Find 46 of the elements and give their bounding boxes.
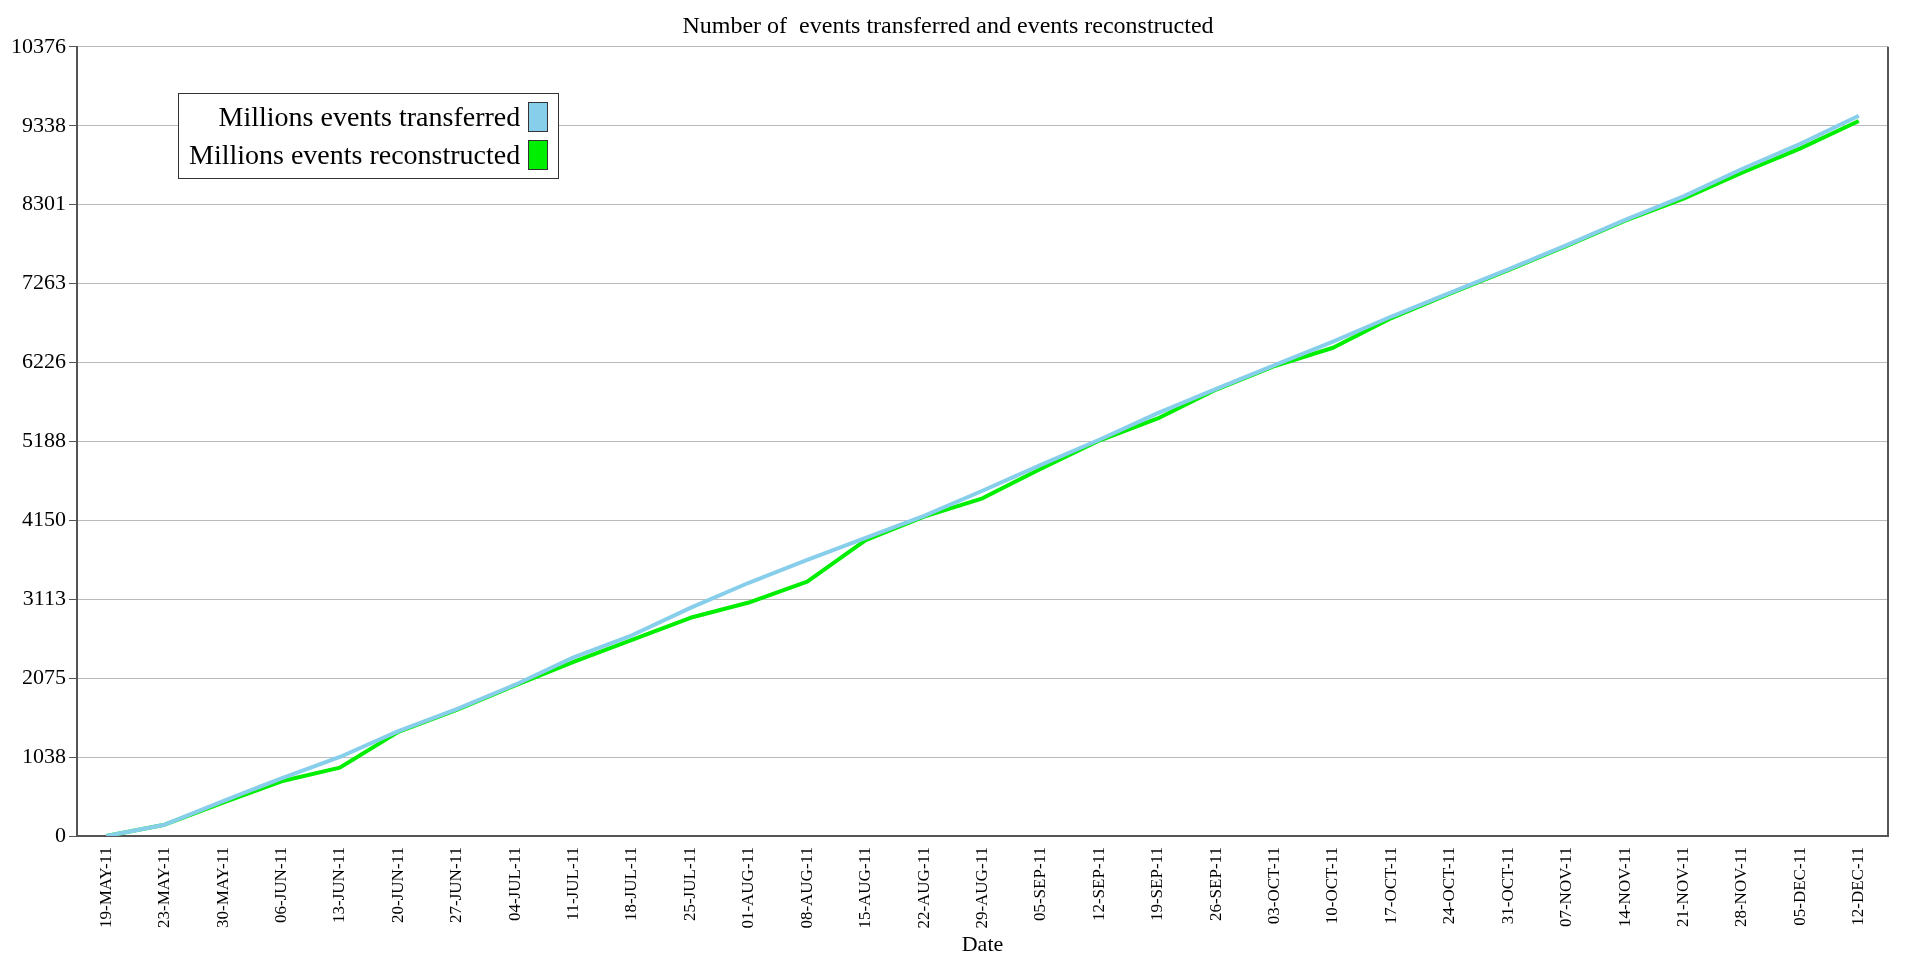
- x-tick-label: 12-SEP-11: [1088, 847, 1108, 922]
- x-tick-label: 23-MAY-11: [154, 847, 174, 928]
- x-tick-label: 11-JUL-11: [563, 847, 583, 921]
- x-tick-label: 28-NOV-11: [1731, 847, 1751, 928]
- x-tick-label: 24-OCT-11: [1439, 847, 1459, 925]
- x-tick-label: 14-NOV-11: [1614, 847, 1634, 928]
- x-tick-label: 19-SEP-11: [1147, 847, 1167, 922]
- x-tick-label: 31-OCT-11: [1497, 847, 1517, 925]
- x-axis-title: Date: [961, 930, 1004, 956]
- x-tick-label: 03-OCT-11: [1264, 847, 1284, 925]
- x-tick-label: 04-JUL-11: [504, 847, 524, 922]
- y-tick-label: 8301: [22, 190, 66, 216]
- x-tick-label: 10-OCT-11: [1322, 847, 1342, 925]
- legend-label: Millions events transferred: [218, 100, 521, 134]
- y-tick-label: 7263: [22, 269, 66, 295]
- y-tick-label: 3113: [22, 585, 66, 611]
- x-tick-label: 25-JUL-11: [679, 847, 699, 922]
- legend-label: Millions events reconstructed: [189, 138, 521, 172]
- x-tick-label: 01-AUG-11: [738, 847, 758, 929]
- x-tick-label: 05-SEP-11: [1030, 847, 1050, 922]
- x-tick-label: 30-MAY-11: [212, 847, 232, 928]
- x-tick-label: 21-NOV-11: [1673, 847, 1692, 928]
- x-tick-label: 20-JUN-11: [387, 847, 407, 923]
- y-tick-label: 1038: [22, 742, 66, 768]
- x-tick-label: 19-MAY-11: [95, 847, 115, 928]
- y-tick-label: 4150: [22, 506, 66, 532]
- x-tick-label: 26-SEP-11: [1205, 847, 1225, 922]
- x-tick-label: 08-AUG-11: [796, 847, 816, 929]
- chart-title: Number of events transferred and events reconstructed: [682, 11, 1214, 38]
- x-tick-label: 06-JUN-11: [270, 847, 290, 923]
- x-tick-label: 22-AUG-11: [913, 847, 933, 929]
- y-tick-label: 5188: [22, 427, 66, 453]
- y-tick-label: 6226: [22, 348, 66, 374]
- x-tick-label: 07-NOV-11: [1556, 847, 1576, 928]
- x-tick-label: 13-JUN-11: [329, 847, 349, 923]
- x-tick-label: 15-AUG-11: [855, 847, 875, 929]
- y-tick-label: 0: [55, 821, 66, 847]
- x-tick-label: 17-OCT-11: [1380, 847, 1400, 925]
- x-tick-label: 12-DEC-11: [1848, 847, 1868, 926]
- y-tick-label: 10376: [11, 32, 66, 58]
- x-tick-label: 29-AUG-11: [971, 847, 991, 929]
- x-tick-label: 27-JUN-11: [446, 847, 466, 923]
- x-tick-label: 18-JUL-11: [621, 847, 641, 922]
- x-tick-label: 05-DEC-11: [1789, 847, 1809, 926]
- y-tick-label: 2075: [22, 664, 66, 690]
- y-tick-label: 9338: [22, 111, 66, 137]
